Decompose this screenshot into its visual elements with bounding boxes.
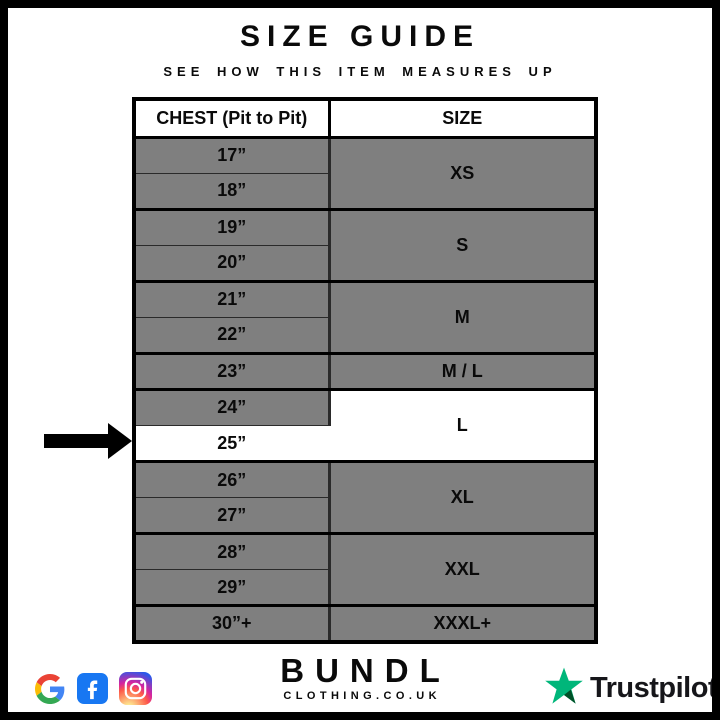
- table-row: 25”: [134, 425, 596, 464]
- social-icons: [34, 672, 152, 705]
- table-row: 28” XXL: [134, 533, 596, 608]
- table-row: 17” XS: [134, 137, 596, 211]
- size-table-body: 17” XS 18” 19” S 20” 21” M 22” 23” M / L 24” L 25” 26”…: [134, 137, 596, 644]
- arrow-head: [108, 423, 132, 459]
- size-table: CHEST (Pit to Pit) SIZE 17” XS 18” 19” S 20” 2…: [132, 97, 598, 644]
- table-row: 18”: [134, 173, 596, 211]
- facebook-icon[interactable]: [77, 673, 108, 704]
- instagram-icon[interactable]: [119, 672, 152, 705]
- size-cell: L: [329, 389, 596, 464]
- chest-cell: 21”: [134, 281, 331, 318]
- chest-cell: 22”: [134, 317, 331, 355]
- chest-cell: 23”: [134, 353, 331, 391]
- size-cell: M / L: [329, 353, 596, 391]
- chest-cell: 19”: [134, 209, 331, 246]
- size-cell: XS: [329, 137, 596, 211]
- brand-logo: BUNDL CLOTHING.CO.UK: [8, 653, 712, 701]
- table-row: 26” XL: [134, 461, 596, 536]
- brand-name: BUNDL: [280, 652, 451, 689]
- page-subtitle: SEE HOW THIS ITEM MEASURES UP: [163, 64, 557, 79]
- chest-cell: 30”+: [134, 605, 331, 644]
- chest-cell: 17”: [134, 137, 331, 174]
- table-row: 23” M / L: [134, 353, 596, 391]
- chest-cell: 24”: [134, 389, 331, 427]
- table-header-row: CHEST (Pit to Pit) SIZE: [134, 99, 596, 139]
- trustpilot-logo[interactable]: Trustpilot: [544, 666, 718, 711]
- table-row: 27”: [134, 497, 596, 536]
- trustpilot-label: Trustpilot: [590, 671, 718, 704]
- size-cell: S: [329, 209, 596, 283]
- chest-cell: 18”: [134, 173, 331, 211]
- table-row: 29”: [134, 569, 596, 608]
- size-cell: XL: [329, 461, 596, 536]
- chest-cell: 27”: [134, 497, 331, 536]
- size-column-header: SIZE: [329, 99, 596, 139]
- brand-tagline: CLOTHING.CO.UK: [283, 689, 441, 702]
- arrow-shaft: [44, 434, 108, 448]
- chest-cell: 20”: [134, 245, 331, 283]
- size-cell: XXXL+: [329, 605, 596, 644]
- table-row: 30”+ XXXL+: [134, 605, 596, 644]
- chest-cell: 26”: [134, 461, 331, 499]
- page-title: SIZE GUIDE: [239, 20, 481, 53]
- chest-column-header: CHEST (Pit to Pit): [134, 99, 331, 139]
- pointer-arrow-icon: [44, 423, 132, 459]
- chest-cell: 25”: [134, 425, 331, 464]
- size-cell: M: [329, 281, 596, 355]
- trustpilot-star-icon: [544, 666, 584, 711]
- table-row: 19” S: [134, 209, 596, 283]
- chest-cell: 28”: [134, 533, 331, 571]
- google-icon[interactable]: [34, 673, 66, 705]
- table-row: 21” M: [134, 281, 596, 355]
- chest-cell: 29”: [134, 569, 331, 608]
- table-row: 24” L: [134, 389, 596, 464]
- table-row: 22”: [134, 317, 596, 355]
- table-row: 20”: [134, 245, 596, 283]
- size-cell: XXL: [329, 533, 596, 608]
